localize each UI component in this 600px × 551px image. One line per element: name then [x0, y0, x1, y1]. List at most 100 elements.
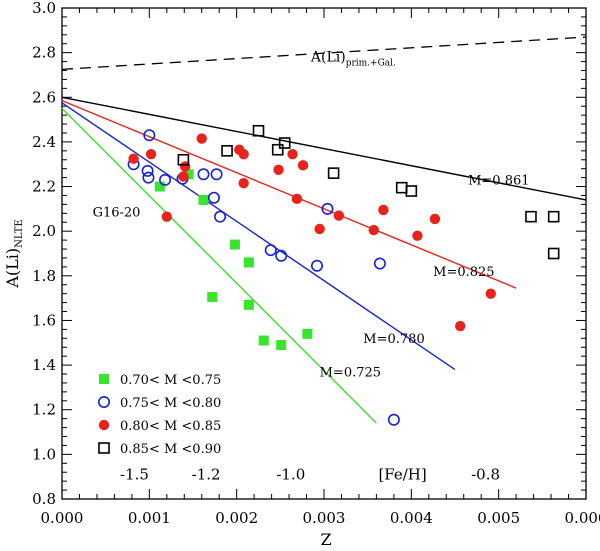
feh-axis-title: [Fe/H] [378, 465, 426, 483]
green_squares-point [183, 169, 194, 180]
red_dots-point [291, 193, 303, 205]
data-points [127, 124, 560, 426]
blue_circles-point [159, 173, 172, 186]
y-tick-label: 2.4 [32, 133, 56, 151]
red_dots-point [161, 211, 172, 222]
legend-label: 0.85< M <0.90 [120, 442, 221, 457]
y-tick-label: 1.4 [32, 356, 56, 374]
legend-marker-blue_circles [98, 395, 111, 408]
x-tick-label: 0.003 [303, 509, 346, 527]
blue_circles-point [275, 249, 288, 262]
red_dots-point [429, 213, 441, 225]
red_dots-point [314, 223, 325, 235]
black_squares-point [395, 181, 408, 194]
black_squares-point [271, 143, 284, 156]
legend: 0.70< M <0.75 0.75< M <0.80 0.80< M <0.85 0… [98, 373, 221, 457]
fit-line-label-4: M=0.725 [320, 365, 381, 380]
blue_circles-point [141, 164, 154, 177]
legend-label: 0.75< M <0.80 [120, 396, 221, 411]
red_dots-point [178, 171, 189, 182]
star-annotation: G16-20 [93, 206, 141, 221]
y-tick-label: 0.8 [32, 490, 56, 508]
feh-tick-label: -1.0 [276, 465, 305, 483]
fit-line-label-2: M=0.825 [433, 265, 494, 280]
y-tick-label: 3.0 [32, 0, 56, 17]
y-axis-title-sub: NLTE [14, 219, 25, 248]
y-tick-label: 1.6 [32, 311, 56, 329]
y-axis-title: A(Li)NLTE [3, 219, 25, 288]
black_squares-point [327, 167, 340, 179]
black_squares-point [405, 185, 418, 197]
red_dots-point [238, 148, 249, 160]
green_squares-point [229, 239, 240, 250]
green_squares-point [258, 335, 269, 346]
black_squares-point [278, 137, 291, 149]
green_squares-point [198, 194, 209, 205]
blue_circles-point [142, 171, 155, 184]
primordial-label-sub: prim.+Gal. [346, 59, 396, 69]
axes: 0.000 0.001 0.002 0.003 0.004 0.005 0.006 0.8 1.… [3, 0, 600, 549]
red_dots-point [378, 204, 389, 216]
green_squares-point [207, 292, 218, 303]
red_dots-point [485, 288, 497, 299]
black_squares-point [525, 210, 537, 223]
fit-line-3 [61, 102, 456, 371]
blue_circles-point [264, 244, 277, 257]
red_dots-point [238, 177, 249, 189]
red_dots-point [412, 230, 423, 241]
feh-tick-label: -1.5 [120, 465, 149, 483]
y-tick-label: 1.0 [32, 445, 56, 463]
legend-marker-red_dots [98, 419, 110, 431]
primordial-line-label: A(Li)prim.+Gal. [310, 50, 396, 69]
legend-marker-green_squares [99, 374, 109, 384]
blue_circles-point [143, 129, 156, 142]
blue_circles-point [207, 191, 220, 204]
green_squares-point [243, 257, 254, 268]
x-axis-title: Z [320, 530, 331, 549]
green_squares-point [154, 181, 165, 192]
red_dots-point [368, 224, 379, 236]
blue_circles-point [373, 257, 386, 270]
y-tick-label: 2.6 [32, 88, 56, 106]
x-tick-label: 0.001 [128, 509, 171, 527]
red_dots-point [145, 148, 157, 160]
green_squares-point [302, 328, 313, 339]
x-tick-label: 0.005 [477, 509, 520, 527]
blue_circles-point [387, 413, 400, 426]
blue_circles-point [214, 210, 227, 223]
x-tick-label: 0.002 [215, 509, 258, 527]
y-tick-label: 2.0 [32, 222, 56, 240]
legend-label: 0.70< M <0.75 [120, 373, 221, 388]
blue_circles-point [321, 202, 334, 215]
feh-tick-label: -0.8 [471, 465, 500, 483]
red_dots-point [287, 148, 298, 160]
primordial-label-main: A(Li) [310, 50, 346, 66]
blue_circles-point [210, 168, 223, 181]
red_dots-point [297, 160, 309, 171]
black_squares-point [547, 210, 560, 223]
fit-line-4 [61, 107, 377, 424]
green_squares-point [276, 340, 287, 351]
blue_circles-point [311, 259, 324, 272]
blue_circles-point [197, 168, 210, 181]
fit-line-1 [61, 96, 587, 201]
y-tick-label: 1.2 [32, 401, 56, 419]
y-tick-label: 2.8 [32, 44, 56, 62]
green_squares-point [243, 299, 254, 310]
y-tick-label: 2.2 [32, 178, 56, 196]
legend-label: 0.80< M <0.85 [120, 419, 221, 434]
red_dots-point [128, 153, 139, 164]
x-tick-label: 0.000 [41, 509, 84, 527]
fit-line-2 [61, 99, 517, 289]
legend-marker-black_squares [98, 442, 110, 454]
black_squares-point [547, 247, 560, 260]
black_squares-point [252, 124, 265, 137]
feh-tick-label: -1.2 [192, 465, 221, 483]
red_dots-point [333, 210, 345, 221]
red_dots-point [455, 320, 466, 332]
primordial-dashed-line [61, 36, 587, 71]
fit-line-label-3: M=0.780 [363, 332, 424, 347]
red_dots-point [196, 133, 207, 144]
y-axis-title-main: A(Li) [3, 248, 22, 289]
